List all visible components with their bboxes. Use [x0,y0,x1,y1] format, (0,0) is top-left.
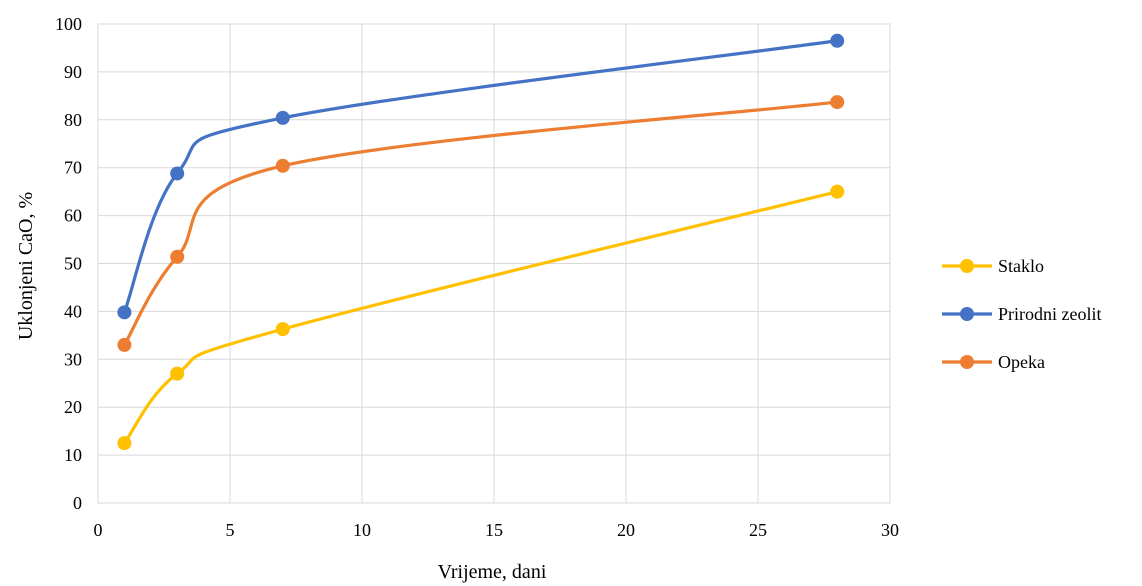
y-tick-label: 90 [64,62,82,82]
series-line [122,190,839,445]
x-tick-label: 20 [617,520,635,540]
data-point [170,366,185,381]
data-point [170,166,185,181]
data-point [117,305,132,320]
x-tick-label: 10 [353,520,371,540]
y-tick-label: 50 [64,254,82,274]
x-tick-label: 25 [749,520,767,540]
series-prirodni-zeolit [117,33,845,320]
y-tick-label: 40 [64,301,82,321]
data-point [275,158,290,173]
y-tick-label: 10 [64,445,82,465]
x-axis-title: Vrijeme, dani [438,561,547,583]
legend-label: Prirodni zeolit [998,304,1101,324]
legend-entry: Prirodni zeolit [942,304,1101,324]
legend-swatch-marker [960,259,974,273]
x-tick-label: 0 [94,520,103,540]
data-point [117,436,132,451]
tick-labels: 0 10 20 30 40 50 60 70 80 90 100 0 5 10 15 20 25 30 [55,14,899,540]
legend-entry: Staklo [942,256,1044,276]
y-tick-label: 70 [64,158,82,178]
y-tick-label: 20 [64,397,82,417]
series-opeka [117,95,845,352]
series-layer [117,33,845,451]
data-point [830,95,845,110]
x-tick-label: 30 [881,520,899,540]
legend-swatch-marker [960,355,974,369]
data-point [170,249,185,264]
data-point [830,33,845,48]
series-staklo [117,184,845,451]
legend-label: Opeka [998,352,1045,372]
plot-frame [97,23,891,504]
data-point [117,337,132,352]
y-tick-label: 0 [73,493,82,513]
series-line [122,100,839,347]
data-point [275,110,290,125]
y-tick-label: 100 [55,14,82,34]
series-line [122,39,839,314]
legend-entry: Opeka [942,352,1045,372]
grid-layer [97,23,891,504]
x-tick-label: 5 [226,520,235,540]
legend-swatch-marker [960,307,974,321]
legend-label: Staklo [998,256,1044,276]
data-point [275,322,290,337]
data-point [830,184,845,199]
y-axis-title: Uklonjeni CaO, % [15,192,37,340]
x-tick-label: 15 [485,520,503,540]
y-tick-label: 60 [64,206,82,226]
legend: Staklo Prirodni zeolit Opeka [942,256,1101,372]
y-tick-label: 30 [64,349,82,369]
y-tick-label: 80 [64,110,82,130]
